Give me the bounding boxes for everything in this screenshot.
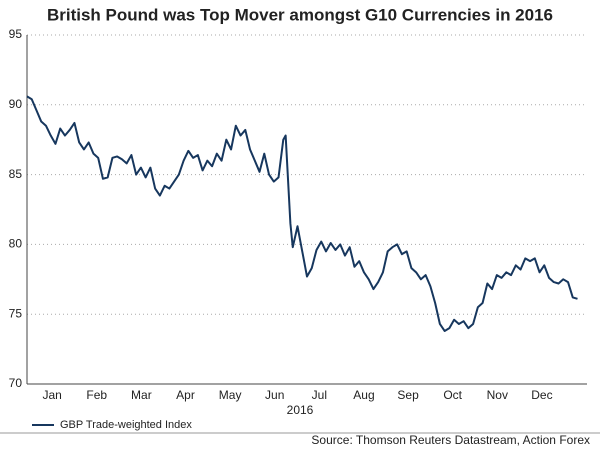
x-tick-label: Dec — [531, 388, 552, 402]
x-tick-label: Mar — [131, 388, 152, 402]
source: Source: Thomson Reuters Datastream, Acti… — [311, 433, 590, 447]
x-tick-label: May — [219, 388, 242, 402]
y-tick-label: 85 — [9, 167, 23, 181]
x-tick-label: Feb — [86, 388, 107, 402]
y-tick-label: 75 — [9, 306, 23, 320]
x-tick-label: Aug — [353, 388, 374, 402]
x-tick-label: Sep — [397, 388, 419, 402]
y-tick-label: 95 — [9, 27, 23, 41]
x-tick-label: Oct — [443, 388, 462, 402]
x-tick-label: Jul — [312, 388, 327, 402]
y-tick-label: 70 — [9, 376, 23, 390]
legend-label: GBP Trade-weighted Index — [60, 419, 192, 431]
x-tick-label: Nov — [487, 388, 508, 402]
x-tick-label: Jan — [42, 388, 61, 402]
x-axis-label: 2016 — [287, 403, 314, 417]
x-tick-label: Apr — [176, 388, 195, 402]
y-tick-label: 90 — [9, 97, 23, 111]
x-tick-label: Jun — [265, 388, 284, 402]
y-tick-label: 80 — [9, 237, 23, 251]
chart-title: British Pound was Top Mover amongst G10 … — [47, 5, 553, 24]
series-line — [26, 95, 578, 332]
